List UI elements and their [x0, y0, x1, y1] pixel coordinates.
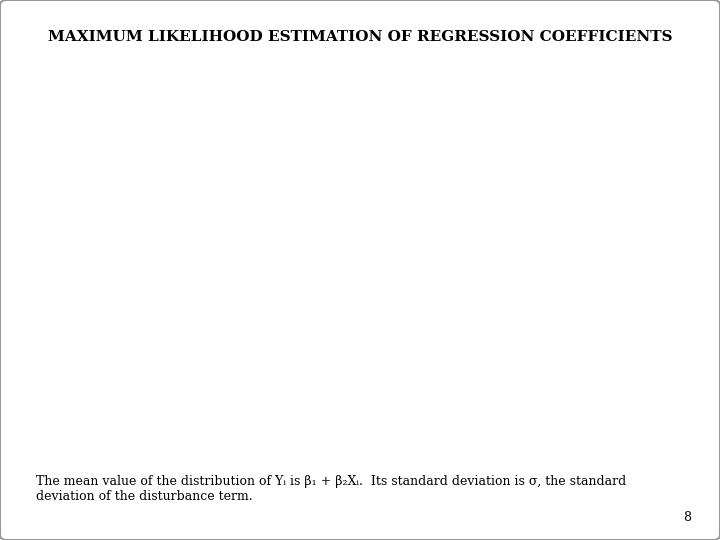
Polygon shape — [389, 165, 501, 334]
Text: Y: Y — [79, 100, 92, 118]
Text: $Y = \beta_1 + \beta_2 X$: $Y = \beta_1 + \beta_2 X$ — [536, 123, 646, 145]
Text: $\beta_1 + \beta_2 X_i$: $\beta_1 + \beta_2 X_i$ — [0, 239, 60, 261]
Text: $\beta_1$: $\beta_1$ — [30, 343, 52, 367]
Text: 8: 8 — [683, 511, 691, 524]
Text: MAXIMUM LIKELIHOOD ESTIMATION OF REGRESSION COEFFICIENTS: MAXIMUM LIKELIHOOD ESTIMATION OF REGRESS… — [48, 30, 672, 44]
Text: $X_i$: $X_i$ — [379, 450, 399, 471]
Text: X: X — [674, 444, 688, 462]
Text: The mean value of the distribution of Yᵢ is β₁ + β₂Xᵢ.  Its standard deviation i: The mean value of the distribution of Yᵢ… — [36, 475, 626, 503]
